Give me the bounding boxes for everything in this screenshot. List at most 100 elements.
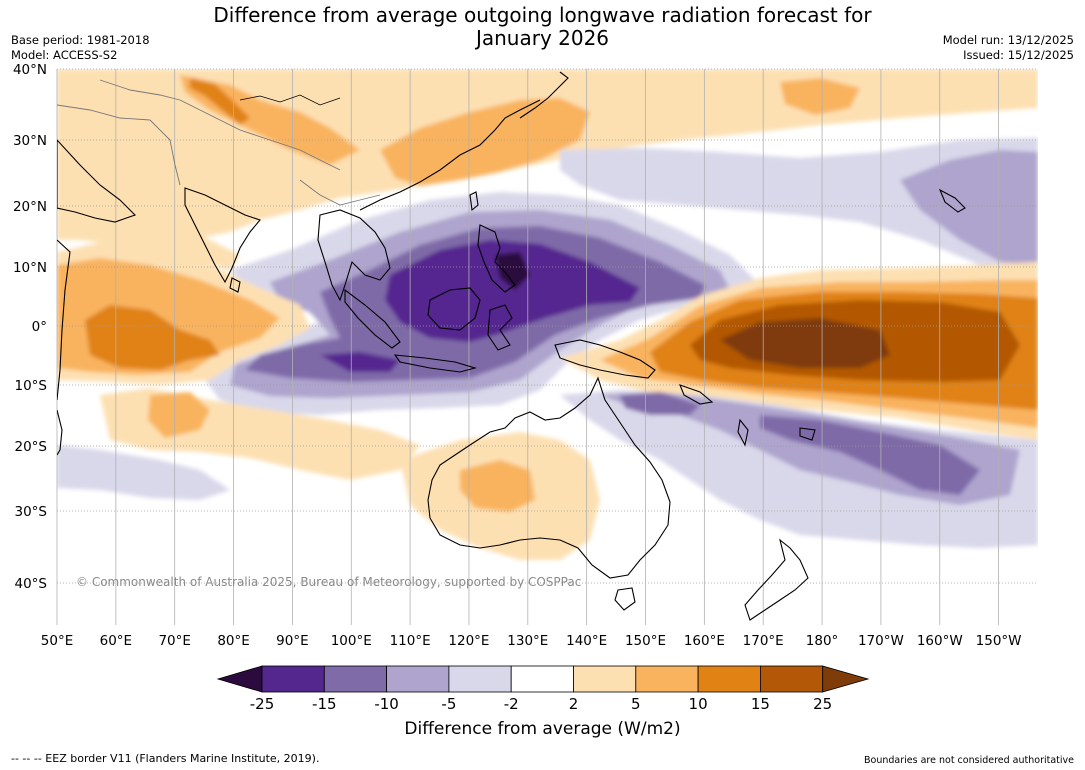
- issued-date: Issued: 15/12/2025: [963, 48, 1074, 62]
- coastline-new-guinea: [554, 339, 656, 379]
- coastline-australia: [427, 376, 671, 579]
- anomaly-china-orange: [380, 98, 590, 186]
- longitude-label: 110°E: [390, 633, 431, 649]
- country-borders: [57, 79, 381, 206]
- coastline-fiji: [799, 427, 816, 441]
- coastline-borneo: [427, 287, 481, 331]
- anomaly-sw-pacific-strong: [620, 392, 980, 495]
- coastlines: [57, 71, 966, 621]
- longitude-label: 150°E: [625, 633, 666, 649]
- longitude-label: 150°W: [976, 633, 1022, 649]
- anomaly-south-indian-lilac: [57, 445, 230, 500]
- chart-title: Difference from average outgoing longwav…: [0, 4, 1085, 50]
- title-line-1: Difference from average outgoing longwav…: [213, 3, 872, 27]
- colorbar-tick-label: -5: [441, 695, 456, 713]
- colorbar-tick-label: -25: [250, 695, 275, 713]
- longitude-label: 160°W: [917, 633, 963, 649]
- latitude-label: 30°N: [13, 133, 47, 149]
- latitude-label: 20°S: [15, 439, 48, 455]
- longitude-label: 140°E: [566, 633, 607, 649]
- longitude-label: 60°E: [100, 633, 132, 649]
- longitude-labels: 50°E 60°E 70°E 80°E 90°E 100°E 110°E 120°E 130°E…: [41, 633, 1022, 649]
- anomaly-north-pacific-lilac: [560, 138, 1038, 275]
- coastline-new-zealand: [744, 538, 809, 621]
- longitude-label: 160°E: [684, 633, 725, 649]
- eez-legend: -- -- -- EEZ border V11 (Flanders Marine…: [11, 752, 320, 765]
- coastline-sumatra: [344, 288, 401, 349]
- coastline-africa: [57, 239, 71, 401]
- longitude-label: 80°E: [217, 633, 249, 649]
- colorbar: [216, 665, 870, 693]
- longitude-label: 70°E: [158, 633, 190, 649]
- coastline-solomon: [679, 384, 714, 405]
- latitude-label: 0°: [32, 319, 47, 335]
- coastline-sulawesi: [487, 304, 513, 351]
- border-india-china: [179, 99, 341, 171]
- longitude-label: 130°E: [507, 633, 548, 649]
- anomaly-pacific-north-orange: [780, 78, 860, 115]
- coastline-japan: [519, 71, 569, 119]
- colorbar-tick-label: -10: [374, 695, 399, 713]
- coastline-arabia: [57, 139, 137, 223]
- colorbar-segment: [697, 665, 761, 693]
- colorbar-segment: [261, 665, 325, 693]
- anomaly-shading: [57, 69, 1038, 560]
- model-name: Model: ACCESS-S2: [11, 48, 118, 62]
- longitude-label: 170°W: [858, 633, 904, 649]
- meta-left: Base period: 1981-2018 Model: ACCESS-S2: [11, 33, 150, 63]
- anomaly-australia-orange: [460, 460, 535, 512]
- model-run: Model run: 13/12/2025: [942, 33, 1074, 47]
- meta-right: Model run: 13/12/2025 Issued: 15/12/2025: [943, 33, 1074, 63]
- colorbar-tick-label: 10: [689, 695, 708, 713]
- colorbar-segment: [386, 665, 450, 693]
- latitude-label: 40°S: [15, 576, 48, 592]
- border-india-pakistan: [149, 119, 181, 186]
- longitude-label: 90°E: [276, 633, 308, 649]
- title-line-2: January 2026: [475, 26, 610, 50]
- coastline-hawaii: [938, 188, 966, 213]
- coastline-indochina: [317, 209, 391, 302]
- colorbar-segment: [573, 665, 637, 693]
- border-central-asia: [99, 79, 181, 101]
- coastline-himalaya-lakes: [239, 94, 341, 106]
- anomaly-south-indian-orange: [148, 392, 210, 438]
- coastline-madagascar: [57, 409, 63, 456]
- colorbar-extend-low: [216, 665, 263, 693]
- coastline-india: [184, 187, 261, 284]
- coastline-java: [393, 354, 478, 373]
- colorbar-tick-label: -15: [312, 695, 337, 713]
- anomaly-indian-warm-dark: [85, 305, 220, 370]
- anomaly-pacific-warm-core: [720, 318, 890, 368]
- longitude-label: 50°E: [41, 633, 73, 649]
- colorbar-segment: [760, 665, 824, 693]
- anomaly-maritime-core: [385, 240, 640, 342]
- coastline-vanuatu: [737, 418, 749, 447]
- anomaly-java-core: [320, 352, 400, 372]
- latitude-label: 30°S: [15, 504, 48, 520]
- colorbar-tick-label: 2: [569, 695, 579, 713]
- coastline-srilanka: [229, 277, 241, 293]
- colorbar-tick-label: 25: [813, 695, 832, 713]
- latitude-labels: 40°N 30°N 20°N 10°N 0° 10°S 20°S 30°S 40°S: [13, 62, 47, 592]
- coastline-taiwan: [469, 191, 479, 212]
- colorbar-segment: [510, 665, 574, 693]
- colorbar-tick-label: 15: [751, 695, 770, 713]
- boundaries-disclaimer: Boundaries are not considered authoritat…: [864, 755, 1074, 766]
- longitude-label: 170°E: [743, 633, 784, 649]
- colorbar-tick-label: 5: [631, 695, 641, 713]
- anomaly-himalaya-dark: [190, 78, 250, 125]
- border-iran: [57, 104, 151, 121]
- border-se-asia: [299, 179, 381, 206]
- anomaly-field: [57, 69, 1038, 625]
- colorbar-tick-labels: -25 -15 -10 -5 -2 2 5 10 15 25: [250, 695, 832, 713]
- longitude-label: 120°E: [448, 633, 489, 649]
- coastline-tasmania: [614, 587, 636, 611]
- colorbar-label: Difference from average (W/m2): [404, 719, 681, 739]
- latitude-label: 40°N: [13, 62, 47, 78]
- copyright-notice: © Commonwealth of Australia 2025, Bureau…: [76, 575, 582, 589]
- latitude-label: 10°N: [13, 260, 47, 276]
- colorbar-extend-high: [822, 665, 870, 693]
- colorbar-segment: [323, 665, 387, 693]
- colorbar-segment: [635, 665, 699, 693]
